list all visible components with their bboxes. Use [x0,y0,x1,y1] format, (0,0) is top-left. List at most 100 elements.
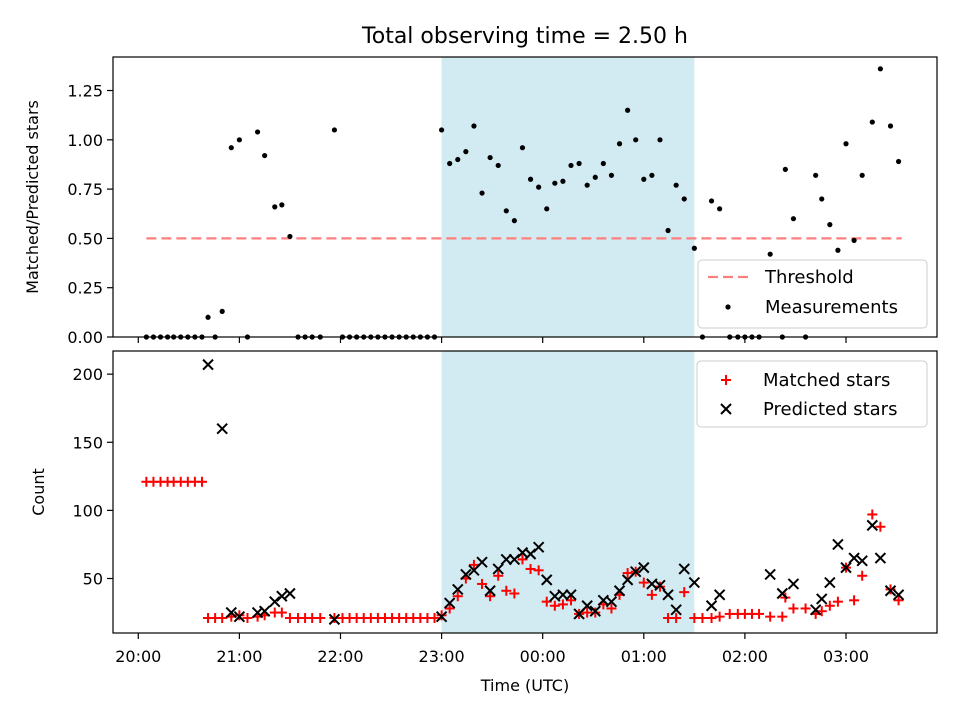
predicted-star-marker [589,605,601,617]
predicted-star-marker [824,576,836,589]
predicted-star-marker [476,556,488,568]
matched-star-marker [857,570,868,581]
measurement-point [479,190,485,196]
x-stroke-b [874,552,887,564]
legend-box [697,259,928,329]
x-stroke-b [435,610,448,623]
y-tick-label: 100 [72,501,103,520]
matched-star-marker [671,613,682,624]
matched-star-marker [622,568,633,579]
measurement-point [782,166,788,172]
x-stroke-b [557,589,569,601]
y-tick-label: 200 [72,365,103,384]
predicted-star-marker [874,552,887,564]
measurement-point [228,145,234,151]
x-stroke-b [713,589,726,601]
x-stroke-b [549,590,561,602]
x-stroke-b [809,604,822,616]
matched-star-marker [893,595,904,606]
shaded-region [441,351,695,633]
predicted-star-marker [225,606,237,619]
measurement-point [447,160,453,167]
predicted-star-marker [787,578,800,590]
x-stroke-b [276,590,288,602]
predicted-star-marker [484,585,496,597]
measurement-point [236,137,242,143]
measurement-point [827,222,833,228]
predicted-star-marker [258,605,271,617]
matched-star-marker [541,596,552,607]
x-stroke-b [787,578,800,590]
predicted-star-marker [605,595,618,608]
x-stroke-b [776,587,789,600]
predicted-star-marker [284,587,296,600]
bottom-panel: 50 100 150 200 20:00 21:00 22:00 23:00 00:00 01:0… [29,350,938,695]
measurement-point [887,123,894,129]
predicted-star-marker [884,585,897,597]
x-stroke-b [662,589,674,601]
predicted-star-marker [630,565,642,578]
matched-star-marker [777,611,788,622]
predicted-star-marker [233,610,246,623]
x-stroke-b [251,606,264,619]
measurement-point [279,202,285,208]
measurement-point [895,158,902,165]
matched-star-marker [217,613,228,624]
matched-star-marker [196,476,207,487]
measurement-point [641,176,647,182]
measurement-point [691,245,697,251]
matched-star-marker [557,599,568,610]
predicted-star-marker [832,538,844,551]
predicted-star-marker [654,579,666,592]
matched-star-marker [493,570,504,581]
x-stroke-b [233,610,246,623]
x-stroke-b [764,568,776,581]
predicted-star-marker [809,604,822,616]
top-panel: 0.00 0.25 0.50 0.75 1.00 1.25 Total observing … [23,24,938,347]
matched-star-marker [549,600,560,611]
x-stroke-b [258,605,271,617]
predicted-star-marker [713,589,726,601]
measurement-point [584,182,590,188]
legend-box [696,360,928,428]
matched-star-marker [800,603,811,614]
x-stroke-b [589,605,601,617]
x-tick-label: 00:00 [520,647,566,666]
shaded-region [441,57,695,337]
matched-star-marker [315,613,326,624]
predicted-star-marker [581,600,593,612]
x-stroke-b [824,576,836,589]
y-tick-label: 0.50 [67,229,103,248]
measurement-point [790,216,797,222]
measurement-point [665,227,671,234]
measurement-point [657,137,663,143]
matched-star-marker [875,521,886,532]
matched-star-marker [517,554,528,565]
x-tick-label: 20:00 [115,647,161,666]
predicted-star-marker [269,595,281,608]
matched-star-marker [606,603,617,614]
measurement-point [552,180,558,186]
legend-measurement-label: Measurements [765,297,898,318]
x-stroke-b [532,541,545,553]
measurement-point [649,172,655,178]
x-stroke-b [225,606,237,619]
measurement-point [819,196,825,202]
measurement-point [463,149,469,155]
measurement-point [673,182,679,188]
x-stroke-b [581,600,593,612]
measurement-point [851,237,857,243]
x-stroke-b [202,358,214,371]
predicted-star-marker [613,585,626,597]
matched-star-marker [714,611,725,622]
matched-star-marker [849,595,860,606]
x-stroke-b [866,519,879,532]
x-stroke-b [269,595,281,608]
measurement-point [511,218,517,224]
measurement-point [287,233,293,240]
measurement-point [859,172,865,178]
y-axis-label: Count [29,468,48,516]
y-tick-label: 1.25 [67,82,103,101]
y-tick-label: 0.00 [67,328,103,347]
matched-star-marker [444,603,455,614]
